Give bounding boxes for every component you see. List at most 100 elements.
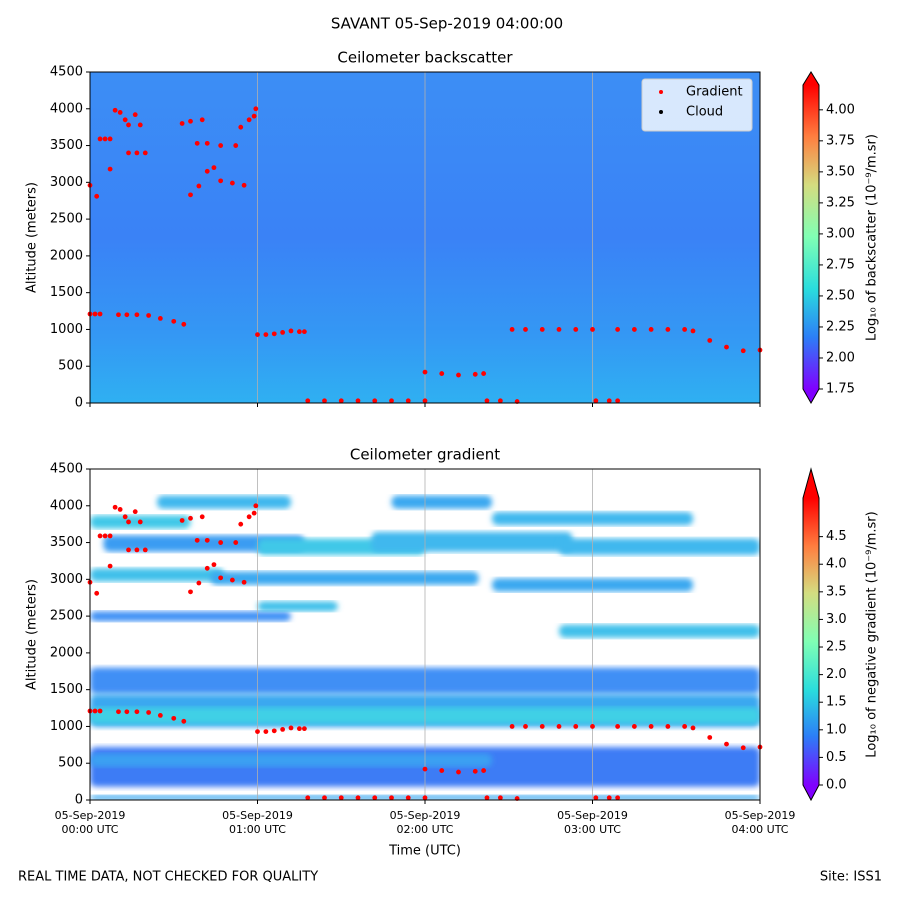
heatmap-patch bbox=[210, 571, 479, 585]
colorbar-tick-label: 2.75 bbox=[826, 257, 855, 272]
colorbar-tick-label: 4.5 bbox=[826, 529, 847, 544]
suptitle: SAVANT 05-Sep-2019 04:00:00 bbox=[331, 15, 563, 33]
colorbar-tick-label: 2.0 bbox=[826, 667, 847, 682]
gradient-point bbox=[218, 178, 224, 184]
gradient-point bbox=[124, 709, 130, 715]
y-tick-label: 0 bbox=[75, 793, 83, 808]
colorbar bbox=[803, 498, 819, 785]
gradient-point bbox=[573, 327, 579, 332]
colorbar-tick-label: 3.25 bbox=[826, 195, 855, 210]
gradient-point bbox=[181, 321, 187, 327]
gradient-point bbox=[194, 140, 200, 146]
gradient-point bbox=[179, 121, 185, 126]
gradient-point bbox=[322, 795, 327, 801]
gradient-point bbox=[188, 515, 193, 521]
heatmap-patch bbox=[559, 624, 760, 638]
heatmap-patch bbox=[559, 538, 760, 556]
gradient-point bbox=[615, 795, 621, 801]
gradient-point bbox=[648, 327, 654, 332]
gradient-point bbox=[665, 327, 671, 332]
gradient-point bbox=[188, 192, 193, 198]
y-tick-label: 1000 bbox=[50, 719, 83, 734]
gradient-point bbox=[233, 540, 239, 545]
heatmap-patch bbox=[90, 753, 492, 767]
gradient-point bbox=[97, 708, 103, 714]
gradient-point bbox=[134, 150, 140, 156]
gradient-point bbox=[102, 533, 108, 539]
gradient-point bbox=[157, 316, 163, 321]
gradient-point bbox=[97, 311, 103, 317]
gradient-point bbox=[97, 136, 103, 142]
colorbar-tick-label: 1.75 bbox=[826, 382, 855, 397]
gradient-point bbox=[124, 312, 130, 318]
gradient-point bbox=[288, 725, 294, 731]
gradient-point bbox=[171, 318, 177, 324]
colorbar-extend bbox=[803, 389, 819, 403]
gradient-point bbox=[665, 724, 671, 729]
chart-title: Ceilometer gradient bbox=[350, 446, 500, 464]
colorbar-label: Log₁₀ of negative gradient (10⁻⁹/m.sr) bbox=[865, 511, 880, 757]
gradient-point bbox=[590, 327, 595, 332]
gradient-point bbox=[472, 768, 478, 774]
gradient-point bbox=[497, 795, 503, 801]
y-tick-label: 4500 bbox=[50, 462, 83, 477]
gradient-point bbox=[157, 713, 163, 718]
legend-marker bbox=[659, 110, 663, 114]
gradient-point bbox=[116, 312, 121, 318]
y-tick-label: 2500 bbox=[50, 212, 83, 227]
legend-marker bbox=[659, 90, 663, 94]
gradient-point bbox=[648, 724, 654, 729]
y-tick-label: 4500 bbox=[50, 65, 83, 80]
gradient-point bbox=[229, 577, 235, 583]
colorbar-extend bbox=[803, 72, 819, 85]
gradient-point bbox=[690, 725, 696, 731]
gradient-point bbox=[196, 580, 202, 586]
gradient-point bbox=[117, 507, 123, 512]
heatmap-patch bbox=[90, 568, 224, 582]
gradient-point bbox=[556, 724, 562, 729]
colorbar-label: Log₁₀ of backscatter (10⁻⁹/m.sr) bbox=[865, 134, 880, 341]
colorbar-tick-label: 0.5 bbox=[826, 750, 847, 765]
gradient-point bbox=[251, 510, 257, 516]
x-tick-label: 05-Sep-2019 bbox=[55, 809, 126, 822]
gradient-point bbox=[573, 724, 579, 729]
gradient-point bbox=[92, 311, 98, 317]
legend: Gradient Cloud bbox=[641, 78, 753, 132]
gradient-point bbox=[112, 107, 118, 113]
gradient-point bbox=[102, 136, 108, 142]
gradient-point bbox=[134, 312, 140, 318]
heatmap-patch bbox=[103, 535, 305, 552]
x-tick-label: 05-Sep-2019 bbox=[557, 809, 628, 822]
footer-right: Site: ISS1 bbox=[820, 870, 882, 885]
gradient-point bbox=[740, 745, 746, 751]
heatmap-patch bbox=[157, 495, 291, 509]
gradient-point bbox=[255, 729, 260, 734]
gradient-point bbox=[322, 398, 327, 404]
gradient-point bbox=[389, 398, 394, 404]
gradient-point bbox=[107, 136, 113, 142]
gradient-point bbox=[707, 735, 713, 740]
gradient-point bbox=[218, 540, 224, 545]
gradient-point bbox=[288, 328, 294, 334]
gradient-point bbox=[188, 589, 193, 595]
gradient-point bbox=[246, 514, 252, 520]
y-axis-label: Altitude (meters) bbox=[25, 579, 40, 690]
gradient-point bbox=[137, 519, 143, 525]
gradient-point bbox=[631, 724, 637, 729]
gradient-point bbox=[372, 795, 378, 801]
colorbar-tick-label: 4.00 bbox=[826, 102, 855, 117]
colorbar-tick-label: 3.75 bbox=[826, 133, 855, 148]
chart-title: Ceilometer backscatter bbox=[337, 49, 513, 67]
y-tick-label: 1500 bbox=[50, 682, 83, 697]
y-tick-label: 4000 bbox=[50, 498, 83, 513]
gradient-point bbox=[305, 795, 311, 801]
gradient-point bbox=[246, 117, 252, 123]
heatmap-patch bbox=[371, 531, 573, 552]
x-tick-label: 02:00 UTC bbox=[396, 823, 453, 836]
heatmap-patch bbox=[391, 495, 492, 509]
y-tick-label: 4000 bbox=[50, 101, 83, 116]
gradient-point bbox=[355, 795, 361, 801]
gradient-point bbox=[484, 398, 490, 404]
gradient-point bbox=[690, 328, 696, 334]
gradient-point bbox=[204, 537, 210, 543]
